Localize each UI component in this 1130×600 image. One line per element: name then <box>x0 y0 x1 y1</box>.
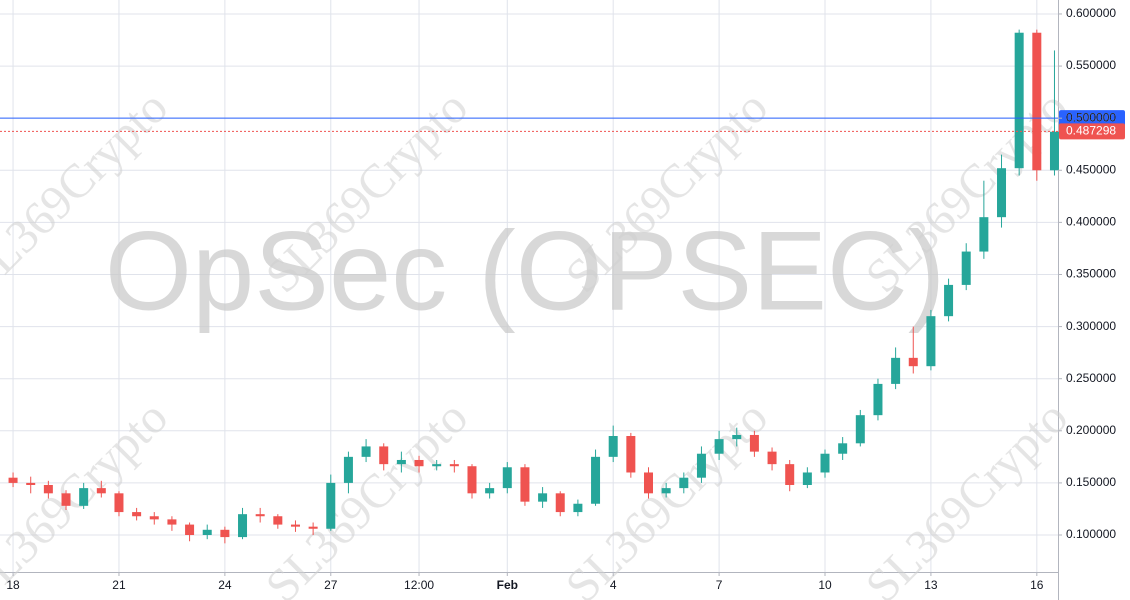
candle-body <box>343 456 353 483</box>
candle-body <box>96 488 106 494</box>
candle-body <box>167 519 177 525</box>
candle-body <box>573 503 583 513</box>
candle-body <box>61 493 71 506</box>
x-tick-label: 27 <box>324 578 338 592</box>
price-label: 0.500000 <box>1066 110 1116 124</box>
y-tick-label: 0.550000 <box>1066 58 1116 72</box>
x-tick-label: 13 <box>924 578 938 592</box>
candle-body <box>626 436 636 473</box>
y-tick-label: 0.200000 <box>1066 423 1116 437</box>
candle-body <box>114 493 124 513</box>
candle-body <box>79 488 89 506</box>
candles <box>8 29 1059 544</box>
x-tick-label: 4 <box>610 578 617 592</box>
candle-body <box>308 526 318 529</box>
candle-body <box>1049 131 1059 171</box>
candle-body <box>997 168 1007 218</box>
candle-body <box>255 514 265 517</box>
candle-body <box>714 439 724 454</box>
price-tag <box>1059 123 1125 140</box>
x-tick-label: 16 <box>1030 578 1044 592</box>
y-tick-label: 0.350000 <box>1066 267 1116 281</box>
candle-body <box>873 383 883 416</box>
x-tick-label: 24 <box>218 578 232 592</box>
candle-body <box>467 466 477 494</box>
candle-body <box>979 217 989 252</box>
x-tick-label: 10 <box>818 578 832 592</box>
candle-body <box>855 415 865 444</box>
candle-body <box>926 316 936 367</box>
candle-body <box>502 467 512 489</box>
candle-body <box>767 451 777 465</box>
candle-body <box>520 467 530 502</box>
candle-body <box>944 284 954 317</box>
candle-body <box>538 493 548 502</box>
candle-body <box>8 477 18 483</box>
symbol-watermark: OpSec (OPSEC) <box>105 209 945 334</box>
candle-body <box>696 453 706 478</box>
y-tick-label: 0.500000 <box>1066 110 1116 124</box>
candle-body <box>202 529 212 536</box>
y-tick-label: 0.150000 <box>1066 475 1116 489</box>
candle-body <box>608 436 618 457</box>
price-label: 0.487298 <box>1066 124 1116 138</box>
candle-body <box>732 434 742 440</box>
y-tick-label: 0.100000 <box>1066 527 1116 541</box>
candle-body <box>1014 32 1024 169</box>
y-tick-label: 0.250000 <box>1066 371 1116 385</box>
candle-body <box>485 488 495 494</box>
candle-body <box>785 464 795 485</box>
candle-body <box>290 524 300 527</box>
y-tick-label: 0.600000 <box>1066 6 1116 20</box>
candle-body <box>908 357 918 367</box>
candle-body <box>132 512 142 517</box>
candle-body <box>43 484 53 494</box>
candle-body <box>273 516 283 525</box>
candle-body <box>749 434 759 452</box>
candle-body <box>838 443 848 454</box>
candle-body <box>361 446 371 457</box>
x-tick-label: 12:00 <box>404 578 434 592</box>
candle-body <box>414 459 424 467</box>
candle-body <box>379 446 389 465</box>
candle-body <box>149 516 159 520</box>
x-tick-label: 7 <box>716 578 723 592</box>
x-tick-label: 18 <box>6 578 20 592</box>
candle-body <box>802 472 812 485</box>
x-tick-label: Feb <box>497 578 518 592</box>
candle-body <box>679 477 689 489</box>
y-tick-label: 0.400000 <box>1066 215 1116 229</box>
candle-body <box>185 524 195 536</box>
candle-body <box>661 488 671 494</box>
candle-body <box>220 529 230 538</box>
x-tick-label: 21 <box>112 578 126 592</box>
candle-body <box>591 456 601 504</box>
candle-body <box>891 357 901 384</box>
y-tick-label: 0.450000 <box>1066 162 1116 176</box>
candle-body <box>555 493 565 513</box>
y-tick-label: 0.300000 <box>1066 319 1116 333</box>
candle-body <box>820 453 830 473</box>
candle-body <box>238 514 248 538</box>
candle-body <box>432 464 442 467</box>
candle-body <box>961 251 971 285</box>
price-tag <box>1059 110 1125 127</box>
candle-body <box>396 459 406 465</box>
candle-body <box>1032 32 1042 171</box>
candle-body <box>326 482 336 529</box>
candle-body <box>449 464 459 467</box>
candle-body <box>26 482 36 485</box>
candle-body <box>643 472 653 494</box>
